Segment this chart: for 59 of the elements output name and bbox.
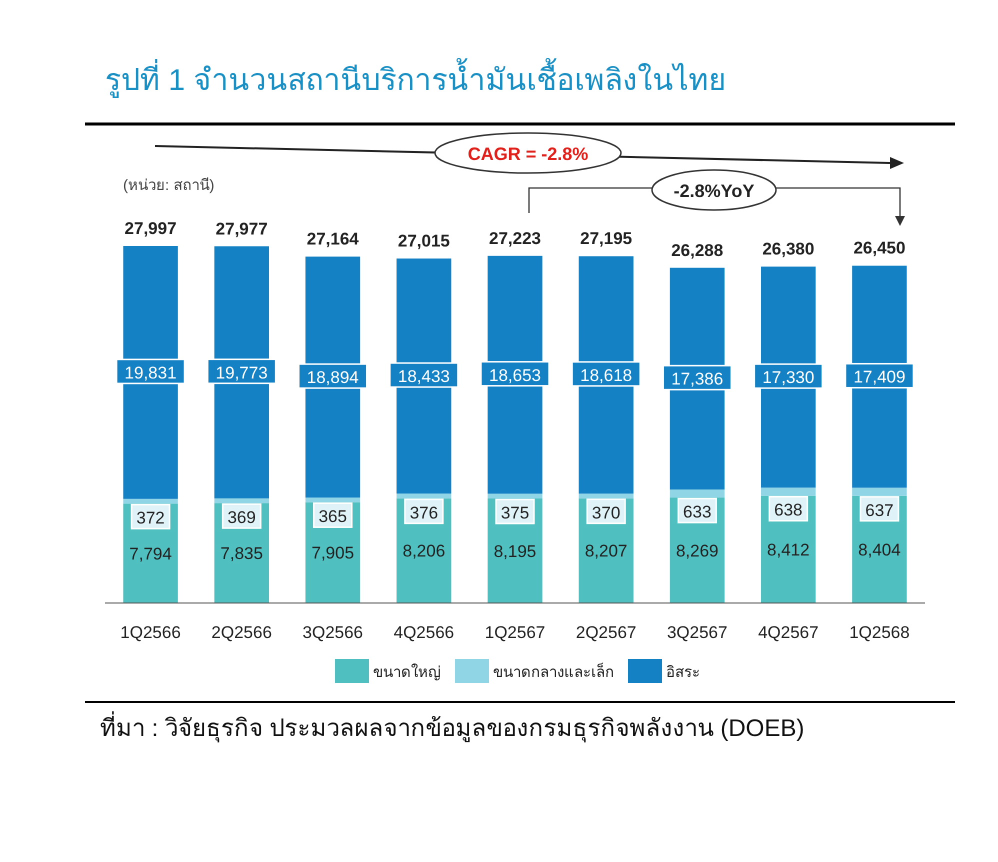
- data-label: 365: [318, 507, 347, 526]
- data-label: 7,835: [220, 544, 263, 564]
- total-label: 26,380: [762, 240, 814, 259]
- bar: [396, 494, 452, 498]
- data-label: 633: [683, 502, 712, 522]
- x-tick-label: 1Q2566: [120, 623, 181, 642]
- data-label: 375: [500, 504, 530, 523]
- legend-label: ขนาดใหญ่: [373, 663, 441, 681]
- data-label: 18,433: [398, 367, 450, 386]
- x-tick-label: 4Q2566: [394, 623, 454, 642]
- x-tick-label: 2Q2566: [211, 623, 272, 642]
- data-label: 19,773: [216, 363, 268, 382]
- data-label: 376: [410, 503, 438, 522]
- data-label: 369: [227, 508, 256, 528]
- data-label: 18,618: [580, 366, 632, 385]
- text: CAGR = -2.8%: [468, 144, 588, 164]
- data-label: 17,409: [853, 368, 906, 387]
- data-label: 370: [592, 503, 620, 522]
- total-label: 27,997: [124, 219, 177, 238]
- x-tick-label: 2Q2567: [576, 623, 636, 642]
- text: -2.8%YoY: [674, 181, 754, 201]
- total-label: 27,223: [489, 228, 541, 248]
- x-tick-label: 1Q2568: [849, 623, 910, 642]
- data-label: 8,404: [858, 540, 901, 560]
- data-label: 8,195: [494, 542, 536, 561]
- x-tick-label: 4Q2567: [758, 623, 819, 642]
- text: (หน่วย: สถานี): [123, 177, 214, 194]
- data-label: 19,831: [124, 363, 177, 382]
- bar: [123, 498, 178, 504]
- data-label: 8,412: [767, 540, 810, 560]
- total-label: 26,450: [853, 238, 906, 258]
- data-label: 637: [865, 500, 894, 520]
- total-label: 27,015: [398, 232, 450, 251]
- x-tick-label: 3Q2567: [666, 623, 728, 642]
- data-label: 8,206: [402, 542, 446, 561]
- data-label: 372: [136, 508, 165, 528]
- bar: [488, 494, 542, 499]
- data-label: 8,269: [676, 541, 718, 560]
- bar: [214, 498, 269, 504]
- legend-label: อิสระ: [666, 664, 700, 681]
- data-label: 17,330: [762, 368, 814, 388]
- total-label: 26,288: [671, 240, 724, 260]
- bar: [305, 498, 360, 502]
- total-label: 27,195: [580, 229, 632, 248]
- total-label: 27,164: [306, 230, 360, 249]
- total-label: 27,977: [216, 219, 268, 238]
- text: ที่มา : วิจัยธุรกิจ ประมวลผลจากข้อมูลของกรมธุรกิจพลังงาน (DOEB): [100, 710, 806, 744]
- data-label: 7,794: [129, 544, 172, 564]
- x-tick-label: 1Q2567: [484, 623, 546, 642]
- data-label: 7,905: [312, 544, 354, 563]
- x-tick-label: 3Q2566: [302, 623, 364, 642]
- data-label: 638: [774, 500, 803, 520]
- data-label: 18,653: [489, 366, 541, 385]
- legend-label: ขนาดกลางและเล็ก: [493, 662, 614, 681]
- bar: [578, 494, 634, 498]
- chart-title: รูปที่ 1 จำนวนสถานีบริการน้ำมันเชื้อเพลิงในไทย: [105, 58, 726, 98]
- data-label: 8,207: [584, 542, 628, 561]
- data-label: 18,894: [306, 368, 359, 388]
- data-label: 17,386: [671, 370, 724, 389]
